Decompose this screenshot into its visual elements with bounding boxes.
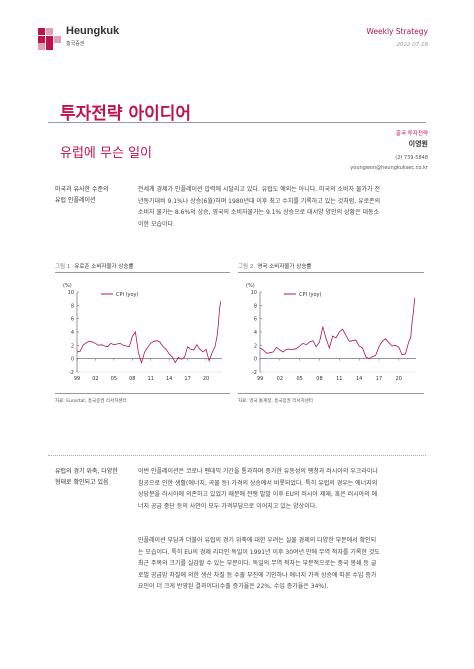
- figure2-bottom-rule: [238, 393, 424, 394]
- section-divider: [48, 455, 426, 456]
- y-tick-label: 2: [71, 343, 74, 349]
- x-tick-label: 05: [111, 376, 117, 382]
- section2-paragraph1: 이번 인플레이션은 코로나 펜데믹 기간을 통과하며 증가한 유동성의 팽창과 …: [138, 468, 378, 510]
- figure1-bottom-rule: [55, 393, 230, 394]
- x-tick-label: 17: [376, 376, 382, 382]
- figure2-top-rule: [238, 272, 424, 273]
- figure2-label: 그림 2 영국 소비자물가 상승률: [238, 264, 312, 270]
- section1-paragraph: 전세계 경제가 인플레이션 압력에 시달리고 있다. 유럽도 예외는 아니다. …: [138, 186, 381, 228]
- x-tick-label: 17: [184, 376, 190, 382]
- report-date: 2022.07.18: [396, 42, 429, 48]
- author-role: 흥국 투자전략: [395, 131, 428, 137]
- series-line: [76, 301, 222, 365]
- page-subtitle: 유럽에 무슨 일이: [60, 146, 152, 161]
- y-tick-label: 4: [254, 330, 257, 336]
- figure1-top-rule: [55, 272, 230, 273]
- legend-label: CPI (yoy): [299, 292, 321, 298]
- y-tick-label: 10: [251, 290, 257, 296]
- author-phone: (2) 739-5848: [395, 155, 428, 161]
- figure2-source: 자료: 영국 통계청, 흥국증권 리서치센터: [238, 399, 313, 404]
- y-tick-label: 2: [254, 343, 257, 349]
- y-tick-label: 6: [254, 317, 257, 323]
- y-unit-label: (%): [246, 283, 255, 289]
- x-tick-label: 08: [316, 376, 322, 382]
- x-tick-label: 20: [203, 376, 209, 382]
- author-name: 이영원: [408, 140, 428, 148]
- x-tick-label: 02: [277, 376, 283, 382]
- y-tick-label: -2: [252, 370, 257, 376]
- y-tick-label: 8: [254, 303, 257, 309]
- x-tick-label: 11: [336, 376, 342, 382]
- title-divider: [48, 122, 426, 123]
- y-tick-label: -2: [69, 370, 74, 376]
- logo-subtitle: 흥국증권: [66, 41, 85, 47]
- x-tick-label: 14: [356, 376, 362, 382]
- figure1-label: 그림 1 유로존 소비자물가 상승률: [55, 264, 134, 270]
- x-tick-label: 08: [129, 376, 135, 382]
- x-tick-label: 02: [92, 376, 98, 382]
- x-tick-label: 05: [296, 376, 302, 382]
- page-title: 투자전략 아이디어: [60, 104, 192, 124]
- y-tick-label: 0: [71, 357, 74, 363]
- logo-name: Heungkuk: [66, 25, 120, 37]
- y-tick-label: 0: [254, 357, 257, 363]
- author-email: youngwon@heungkuksec.co.kr: [350, 165, 428, 171]
- section1-sidenote: 미국과 유사한 수준의 유럽 인플레이션: [55, 186, 109, 204]
- figure1-source: 자료: Eurostat, 흥국증권 리서치센터: [55, 399, 127, 404]
- y-tick-label: 8: [71, 303, 74, 309]
- y-unit-label: (%): [63, 283, 72, 289]
- x-tick-label: 99: [74, 376, 80, 382]
- x-tick-label: 20: [396, 376, 402, 382]
- section2-sidenote: 유럽의 경기 위축, 다양한 형태로 확인되고 있음: [55, 468, 118, 486]
- section2-paragraph2: 인플레이션 부담과 더불어 유럽의 경기 위축에 대한 우려는 실물 경제의 다…: [138, 537, 380, 590]
- y-tick-label: 4: [71, 330, 74, 336]
- series-line: [259, 297, 416, 360]
- y-tick-label: 6: [71, 317, 74, 323]
- report-type: Weekly Strategy: [366, 27, 428, 36]
- legend-label: CPI (yoy): [116, 292, 138, 298]
- y-tick-label: 10: [68, 290, 74, 296]
- x-tick-label: 14: [166, 376, 172, 382]
- x-tick-label: 11: [148, 376, 154, 382]
- heungkuk-logo-icon: [38, 28, 61, 50]
- x-tick-label: 99: [257, 376, 263, 382]
